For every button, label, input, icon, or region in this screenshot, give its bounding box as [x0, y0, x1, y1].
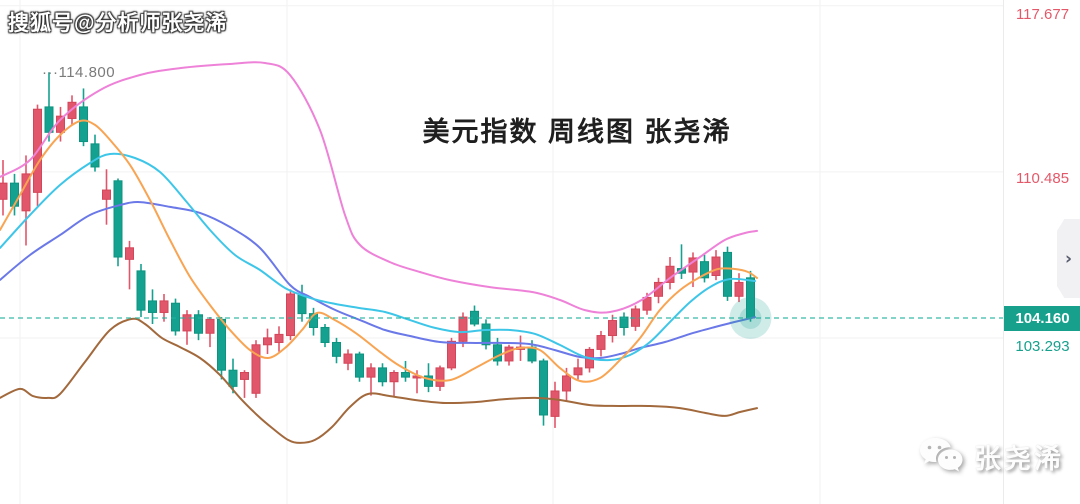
candle-up	[286, 293, 295, 337]
sidebar-expand-tab[interactable]: ›	[1057, 219, 1080, 298]
current-price-badge: 104.160	[1004, 306, 1080, 331]
candle-up	[274, 333, 284, 343]
candle-up	[447, 340, 456, 369]
author-watermark: 张尧浠	[918, 436, 1064, 476]
chevron-right-icon: ›	[1064, 248, 1072, 269]
candle-down	[378, 367, 387, 383]
candle-down	[332, 341, 341, 357]
candle-down	[217, 318, 226, 371]
candle-down	[619, 316, 629, 328]
candle-down	[320, 326, 330, 343]
candle-up	[0, 182, 8, 200]
candle-up	[458, 316, 468, 342]
wechat-icon	[920, 438, 963, 472]
candle-up	[734, 281, 744, 297]
boll-upper-band-line	[0, 61, 758, 314]
current-price-glow	[729, 297, 772, 339]
axis-label-117677: 117.677	[1015, 6, 1070, 23]
chart-title: 美元指数 周线图 张尧浠	[422, 117, 732, 147]
candle-up	[550, 390, 560, 417]
author-watermark-text: 张尧浠	[974, 443, 1064, 474]
candle-down	[539, 360, 548, 416]
axis-label-103293: 103.293	[1015, 338, 1070, 355]
candle-up	[205, 318, 215, 334]
candle-up	[504, 346, 514, 362]
axis-label-110485: 110.485	[1015, 170, 1070, 187]
candle-down	[194, 314, 203, 334]
candle-down	[493, 344, 502, 362]
candle-up	[389, 372, 399, 383]
candle-down	[148, 300, 157, 313]
candle-down	[113, 180, 123, 258]
candle-down	[90, 143, 100, 168]
peak-price-annotation: ···114.800	[42, 64, 116, 81]
current-price-glow	[739, 307, 762, 329]
price-axis-panel: 117.677 110.485 104.160 103.293	[1003, 0, 1080, 504]
boll-lower-band-line	[0, 317, 758, 444]
candle-up	[159, 300, 169, 313]
candle-down	[228, 369, 238, 387]
candle-up	[251, 344, 261, 394]
candle-down	[401, 372, 410, 378]
candle-up	[240, 372, 249, 380]
candle-up	[366, 367, 376, 378]
candle-up	[125, 247, 134, 260]
candle-down	[171, 302, 180, 332]
candle-up	[263, 337, 272, 346]
candle-up	[343, 353, 353, 364]
candle-down	[297, 294, 307, 315]
ma-orange-line	[0, 119, 758, 383]
candle-up	[608, 320, 617, 337]
candle-down	[355, 353, 364, 378]
candle-up	[182, 314, 192, 332]
candle-up	[102, 189, 111, 200]
candle-down	[700, 261, 709, 279]
candle-up	[435, 367, 445, 387]
candle-up	[562, 375, 571, 392]
candle-down	[723, 251, 732, 297]
sohu-watermark: 搜狐号@分析师张尧浠	[8, 12, 228, 35]
candle-up	[573, 367, 583, 376]
ma-cyan-line	[0, 152, 756, 362]
candle-down	[136, 270, 146, 311]
candle-up	[596, 335, 606, 350]
candle-up	[711, 256, 721, 277]
candle-down	[79, 106, 88, 143]
candle-down	[424, 375, 433, 387]
candle-down	[481, 323, 491, 346]
candlestick-chart[interactable]	[0, 0, 1004, 504]
